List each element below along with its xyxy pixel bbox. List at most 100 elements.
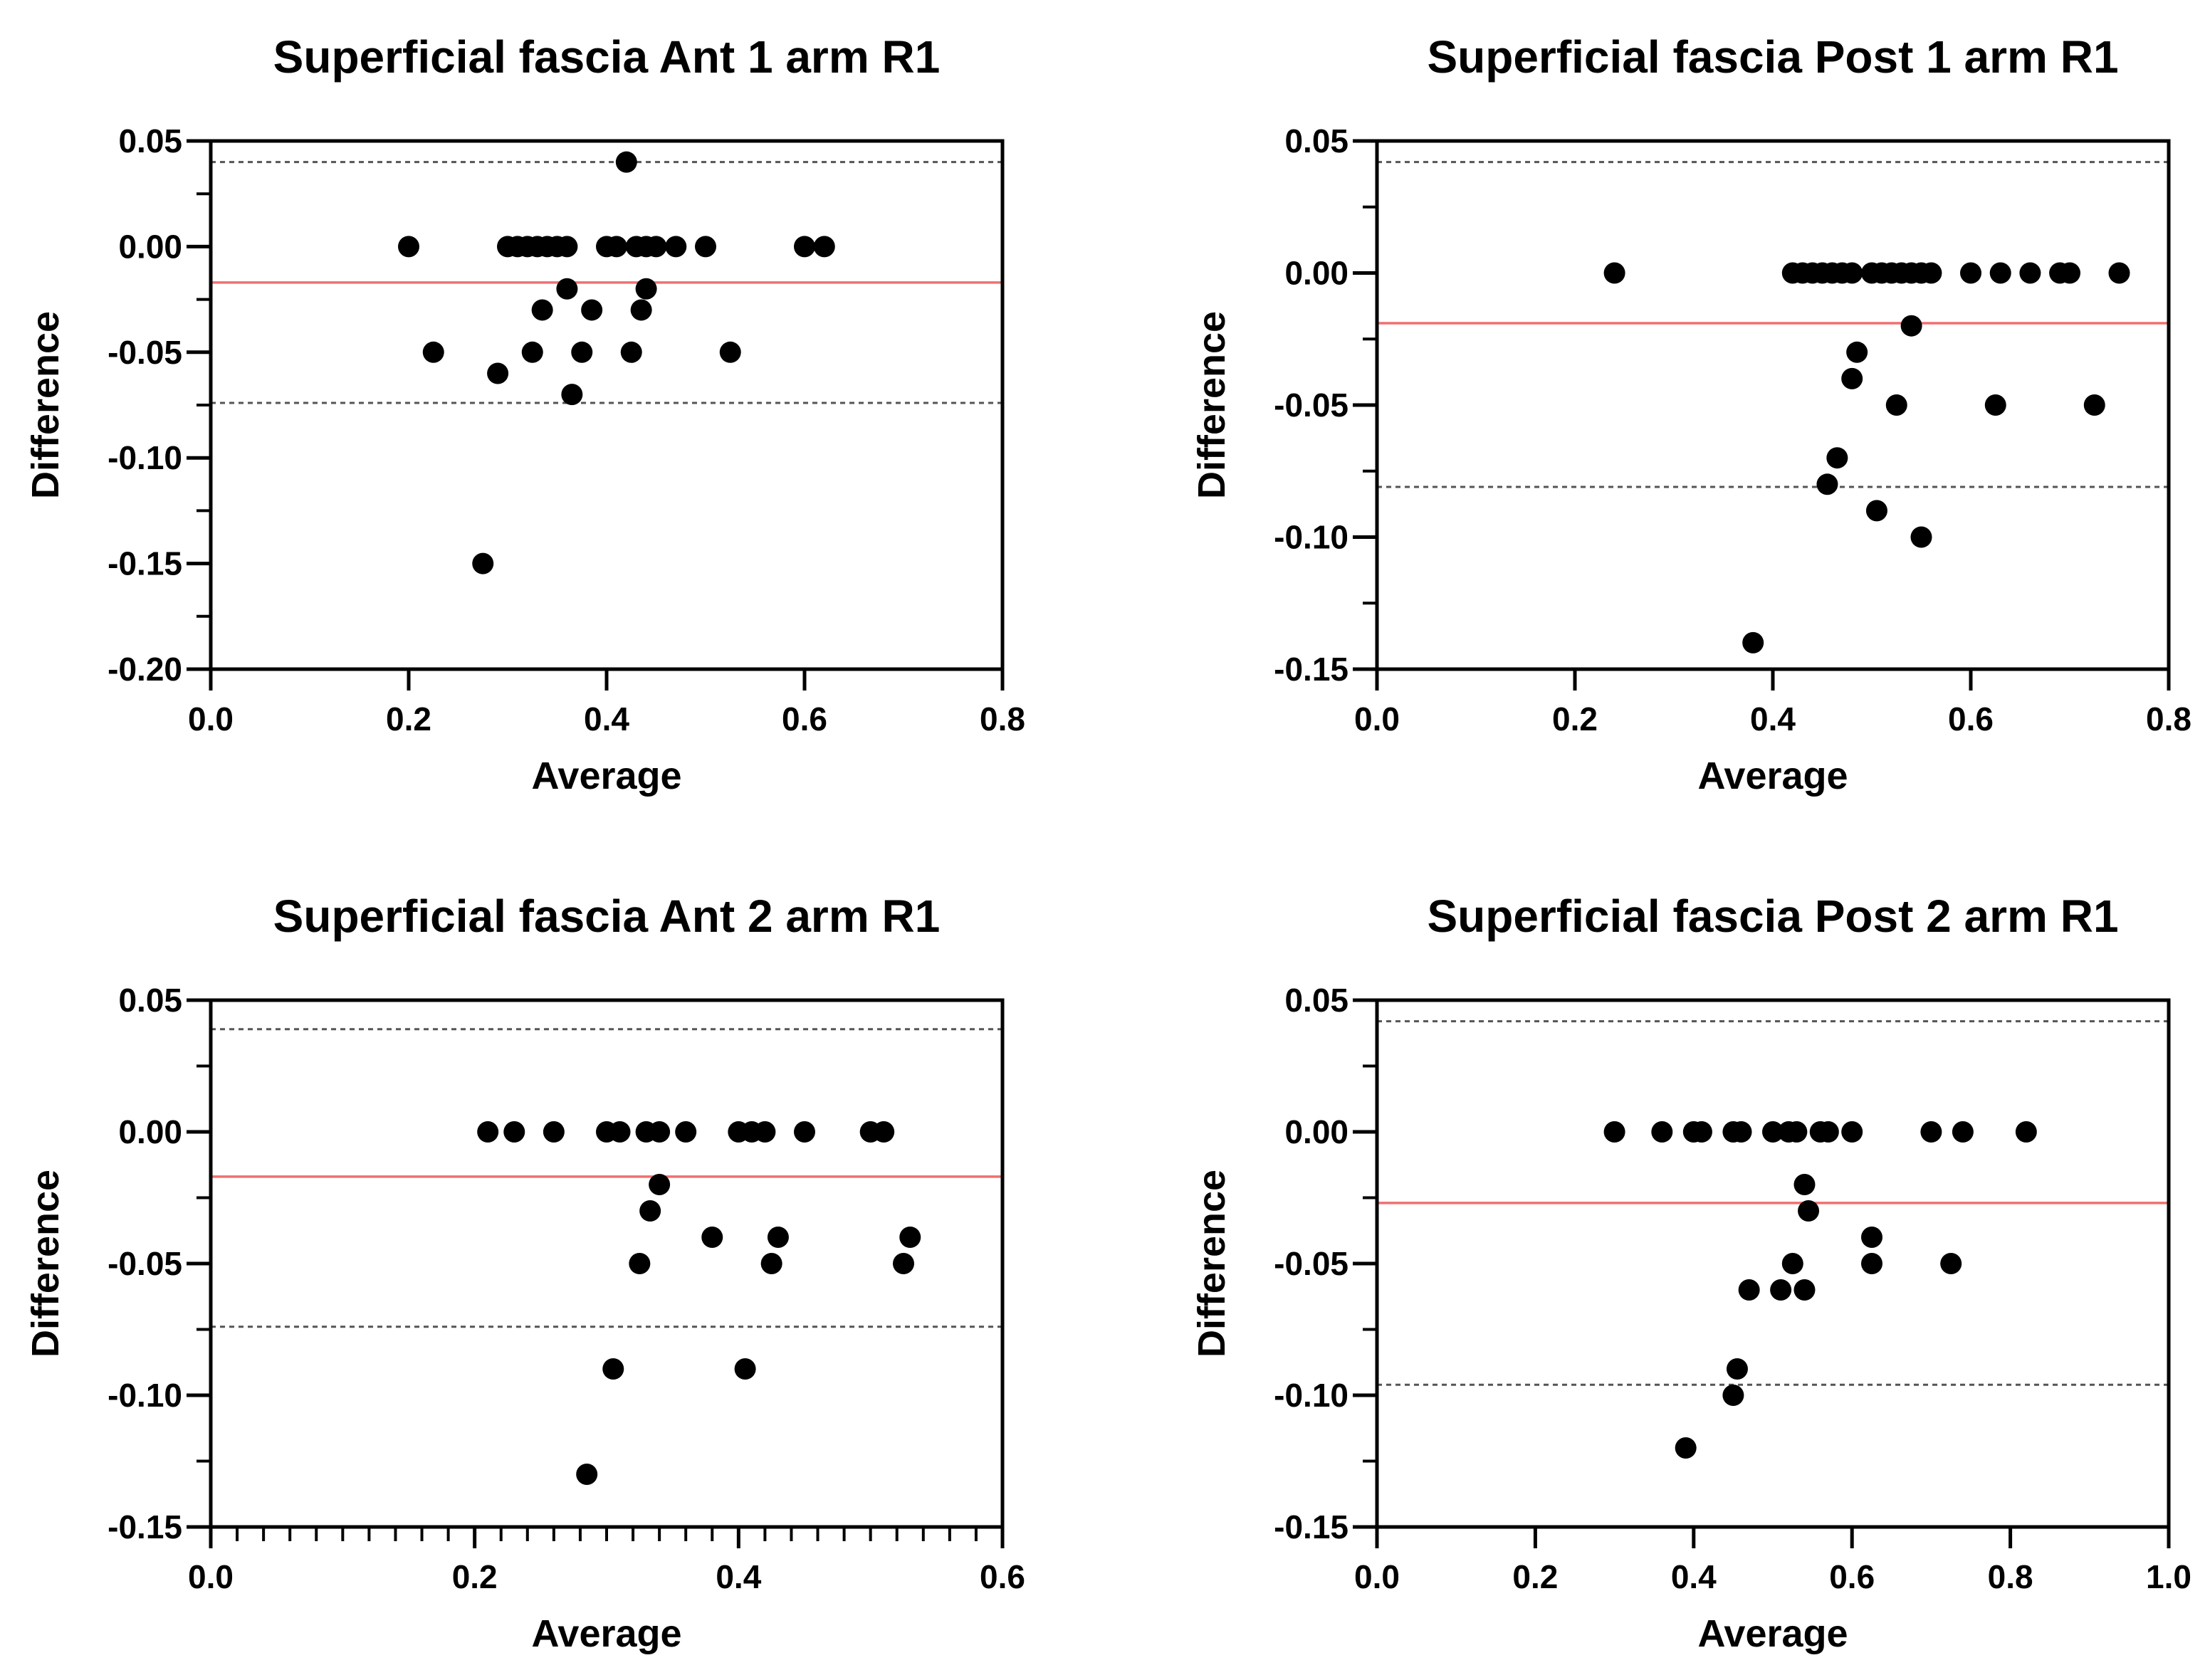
data-point [794, 236, 815, 258]
data-point [1816, 473, 1838, 495]
data-point [571, 341, 593, 363]
chart-panel-1: Superficial fascia Ant 1 arm R1 0.05 0.00 -… [24, 31, 1025, 797]
y-axis-label: Difference [1190, 1170, 1233, 1358]
data-point [503, 1121, 525, 1143]
data-point [760, 1253, 782, 1274]
data-point [1817, 1121, 1839, 1143]
data-point [1742, 631, 1764, 653]
x-tick-label: 0.6 [782, 700, 827, 737]
y-tick-label: 0.00 [1284, 1113, 1348, 1150]
data-point [701, 1227, 723, 1248]
x-tick-label: 0.6 [1948, 700, 1994, 737]
data-point [556, 278, 578, 300]
data-point [2083, 394, 2105, 416]
data-point [576, 1464, 598, 1485]
x-tick-label: 0.6 [1829, 1558, 1875, 1595]
data-point [1762, 1121, 1784, 1143]
y-tick-label: -0.15 [108, 545, 182, 582]
data-point [649, 1174, 671, 1195]
data-point [1722, 1385, 1744, 1406]
y-tick-label: 0.05 [1284, 982, 1348, 1019]
data-point [1730, 1121, 1752, 1143]
data-point [1690, 1121, 1712, 1143]
data-point [1940, 1253, 1962, 1274]
data-point [1786, 1121, 1808, 1143]
y-axis-label: Difference [1190, 311, 1233, 499]
data-point [719, 341, 741, 363]
plot-frame [209, 998, 1005, 1529]
x-axis-label: Average [1697, 755, 1848, 797]
data-point [1841, 262, 1863, 284]
data-point [521, 341, 543, 363]
y-tick-label: -0.10 [108, 439, 182, 476]
data-point [635, 278, 657, 300]
x-tick-label: 0.2 [386, 700, 431, 737]
chart-title: Superficial fascia Ant 2 arm R1 [273, 891, 941, 942]
y-tick-label: -0.05 [108, 334, 182, 371]
data-point [605, 236, 627, 258]
data-point [1960, 262, 1981, 284]
data-point [639, 1200, 661, 1222]
data-point [1989, 262, 2011, 284]
x-tick-label: 0.8 [2146, 700, 2191, 737]
x-tick-label: 0.4 [584, 700, 629, 737]
data-point [1603, 262, 1625, 284]
data-point [1846, 341, 1868, 363]
y-tick-label: -0.05 [1274, 387, 1348, 424]
y-tick-label: 0.05 [118, 122, 182, 159]
data-point [645, 236, 667, 258]
data-point [630, 299, 652, 321]
y-tick-label: -0.10 [1274, 1377, 1348, 1414]
data-point [1798, 1200, 1820, 1222]
data-point [675, 1121, 697, 1143]
data-point [873, 1121, 895, 1143]
data-point [1781, 1253, 1803, 1274]
x-tick-label: 0.8 [1988, 1558, 2033, 1595]
data-point [531, 299, 553, 321]
data-point [695, 236, 716, 258]
x-tick-label: 0.6 [980, 1558, 1025, 1595]
data-point [1793, 1174, 1816, 1195]
x-tick-label: 0.0 [1354, 1558, 1400, 1595]
data-point [767, 1227, 789, 1248]
plot-frame [1375, 139, 2171, 671]
data-point [581, 299, 603, 321]
x-axis-label: Average [531, 1612, 681, 1655]
y-tick-label: 0.00 [118, 228, 182, 265]
data-point [1793, 1279, 1816, 1301]
data-point [477, 1121, 499, 1143]
data-point [602, 1358, 624, 1380]
data-point [561, 384, 583, 406]
plot-frame [1375, 998, 2171, 1529]
chart-title: Superficial fascia Ant 1 arm R1 [273, 31, 941, 83]
chart-panel-4: Superficial fascia Post 2 arm R10.050.00… [1190, 891, 2191, 1655]
data-point [609, 1121, 631, 1143]
data-point [2019, 262, 2041, 284]
plot-frame [209, 139, 1005, 671]
data-point [422, 341, 444, 363]
data-point [1861, 1253, 1882, 1274]
data-point [629, 1253, 651, 1274]
chart-panel-3: Superficial fascia Ant 2 arm R1 0.05 0.00 -… [24, 891, 1025, 1655]
x-tick-label: 0.0 [188, 700, 234, 737]
y-axis-label: Difference [24, 1170, 67, 1358]
x-axis-label: Average [1697, 1612, 1848, 1655]
x-tick-label: 0.4 [716, 1558, 761, 1595]
data-point [1900, 315, 1922, 337]
chart-panel-2: Superficial fascia Post 1 arm R10.050.00… [1190, 31, 2191, 797]
data-point [1910, 526, 1932, 548]
y-tick-label: -0.15 [1274, 1508, 1348, 1545]
x-tick-label: 0.4 [1750, 700, 1796, 737]
data-point [2108, 262, 2130, 284]
data-point [1603, 1121, 1625, 1143]
data-point [2015, 1121, 2037, 1143]
y-axis-label: Difference [24, 311, 67, 499]
x-tick-label: 0.8 [980, 700, 1025, 737]
data-point [1841, 1121, 1863, 1143]
x-tick-label: 0.0 [1354, 700, 1400, 737]
y-tick-label: -0.20 [108, 651, 182, 688]
y-tick-label: 0.05 [118, 982, 182, 1019]
data-point [1920, 1121, 1942, 1143]
y-tick-label: -0.05 [1274, 1245, 1348, 1282]
